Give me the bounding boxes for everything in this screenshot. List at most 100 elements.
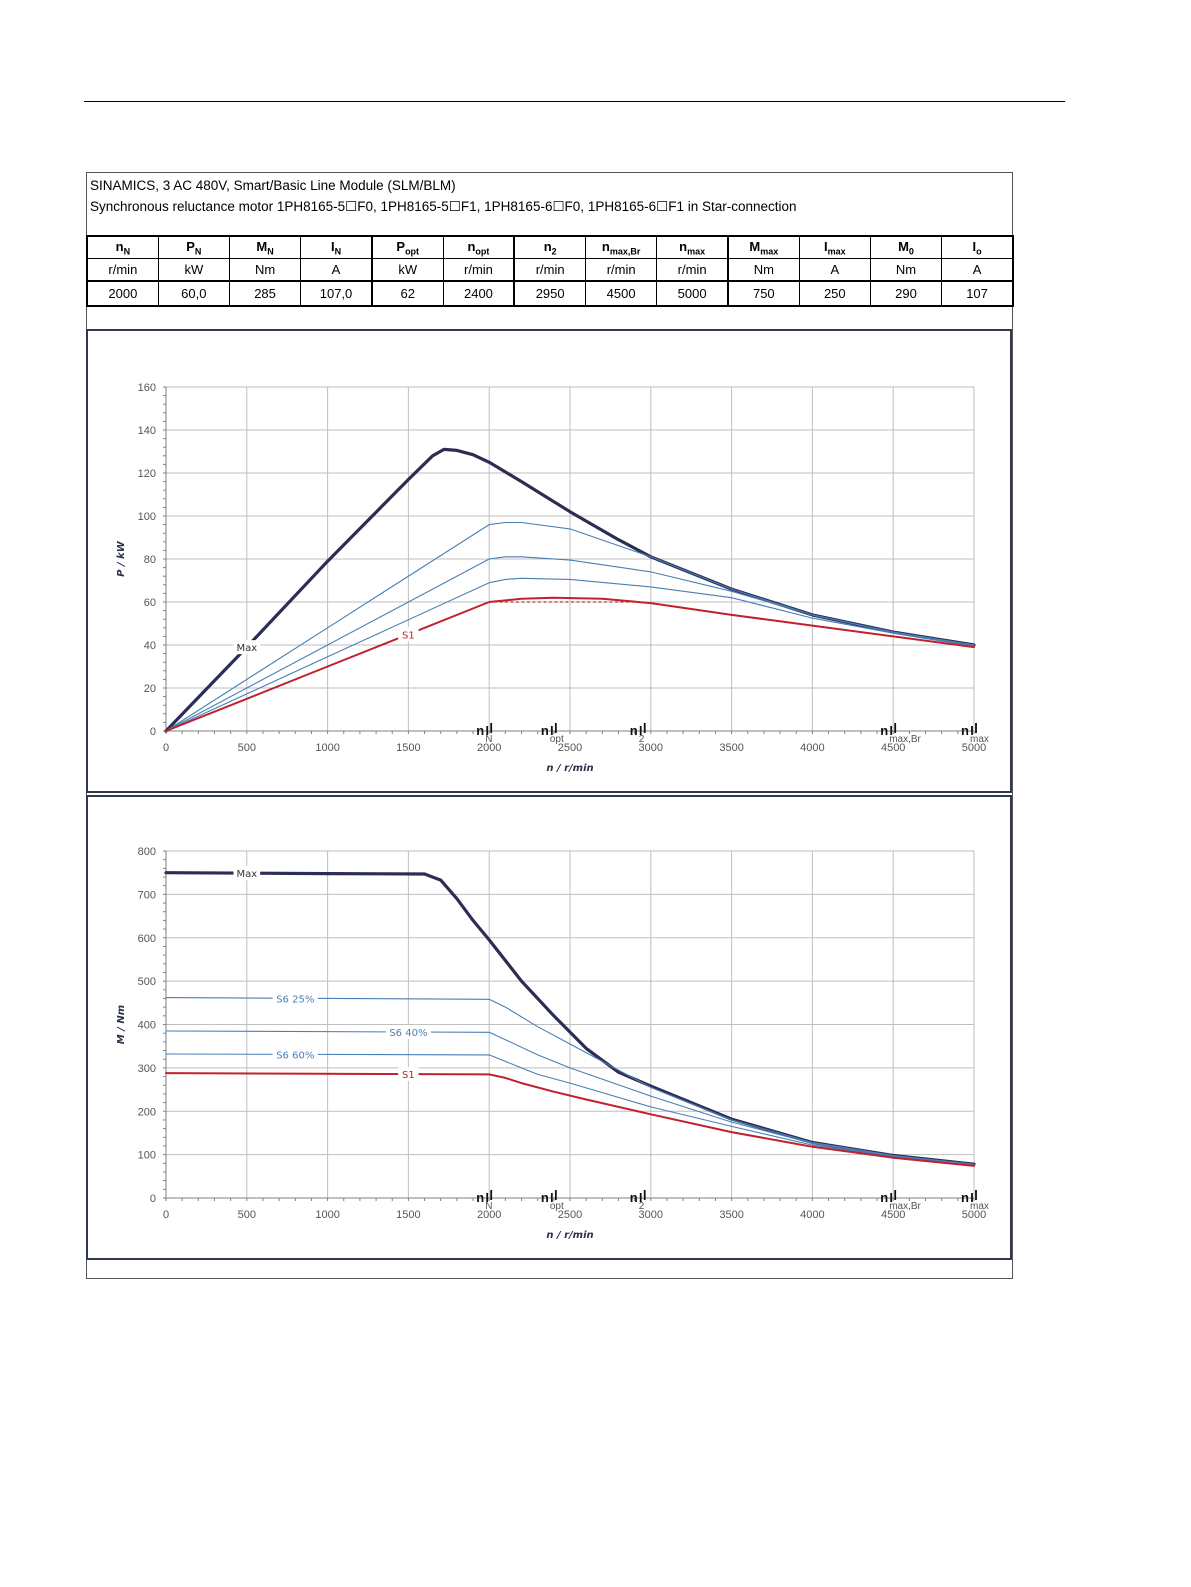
series-line-s6 — [165, 556, 975, 732]
series-label: S6 25% — [276, 994, 314, 1005]
y-tick-label: 0 — [150, 1193, 156, 1205]
param-unit: A — [941, 258, 1015, 282]
param-symbol-main: I — [972, 238, 977, 254]
param-symbol-main: n — [543, 238, 552, 254]
param-symbol-main: n — [601, 238, 610, 254]
param-value: 4500 — [585, 280, 658, 307]
param-symbol-sub: opt — [405, 246, 420, 257]
param-symbol: IN — [300, 235, 373, 259]
param-unit: Nm — [228, 258, 302, 282]
param-unit: r/min — [656, 258, 729, 282]
marker-subscript: N — [485, 1201, 492, 1212]
x-tick-label: 2500 — [558, 1209, 582, 1221]
param-symbol-sub: max — [827, 246, 846, 257]
x-tick-label: 4500 — [881, 742, 905, 754]
series-label-bg — [233, 640, 261, 655]
x-tick-label: 5000 — [962, 1209, 986, 1221]
param-symbol-sub: 0 — [908, 246, 914, 257]
x-tick-label: 1000 — [315, 1209, 339, 1221]
series-label-bg — [272, 991, 318, 1006]
param-symbol: n2 — [513, 235, 587, 259]
x-tick-label: 4500 — [881, 1209, 905, 1221]
param-symbol-main: M — [749, 238, 761, 254]
marker-symbol: n — [961, 723, 969, 738]
y-tick-label: 500 — [138, 976, 156, 988]
param-symbol: nopt — [442, 235, 515, 259]
series-label: S1 — [402, 630, 415, 641]
param-symbol: Io — [941, 235, 1015, 259]
series-label-bg — [233, 866, 261, 881]
param-symbol-sub: max,Br — [609, 246, 641, 257]
y-tick-label: 600 — [138, 933, 156, 945]
param-unit: r/min — [85, 258, 159, 282]
y-tick-label: 300 — [138, 1063, 156, 1075]
marker-subscript: max,Br — [889, 1201, 921, 1212]
y-tick-label: 160 — [138, 382, 156, 394]
param-symbol: M0 — [869, 235, 943, 259]
param-symbol-sub: max — [687, 246, 706, 257]
series-label-bg — [272, 1047, 318, 1062]
series-label-bg — [398, 1067, 419, 1082]
y-tick-label: 140 — [138, 425, 156, 437]
header-line-2: Synchronous reluctance motor 1PH8165-5☐F… — [90, 199, 797, 214]
series-label: S6 60% — [276, 1050, 314, 1061]
param-symbol: nN — [85, 235, 159, 259]
series-label: Max — [236, 643, 257, 654]
param-symbol-main: n — [679, 238, 688, 254]
param-unit: r/min — [442, 258, 515, 282]
torque-chart: 0 500 1000 1500 2000 2500 3000 3500 4000 4500 5000… — [116, 846, 989, 1241]
param-symbol-sub: N — [267, 246, 274, 257]
y-tick-label: 80 — [144, 554, 156, 566]
param-value: 750 — [726, 280, 800, 307]
params-table: nN PN MN IN Popt nopt n2 nmax,Br nmax Mmax Imax M0 I… — [85, 235, 1015, 307]
param-value: 250 — [798, 280, 871, 307]
marker-subscript: opt — [550, 734, 564, 745]
x-tick-label: 1000 — [315, 742, 339, 754]
marker-subscript: 2 — [639, 734, 645, 745]
param-symbol: nmax — [656, 235, 729, 259]
x-tick-label: 3000 — [639, 742, 663, 754]
torque-chart-box: 0 500 1000 1500 2000 2500 3000 3500 4000 4500 5000… — [86, 795, 1012, 1260]
param-symbol-main: I — [823, 238, 828, 254]
top-rule — [84, 101, 1065, 102]
x-tick-label: 2000 — [477, 1209, 501, 1221]
param-symbol-main: n — [115, 238, 124, 254]
marker-subscript: N — [485, 734, 492, 745]
param-symbol-sub: N — [334, 246, 342, 257]
marker-subscript: 2 — [639, 1201, 645, 1212]
param-value: 60,0 — [157, 280, 230, 307]
marker-symbol: n — [630, 723, 638, 738]
param-symbol-sub: opt — [475, 246, 490, 257]
x-tick-label: 5000 — [962, 742, 986, 754]
param-unit: kW — [370, 258, 444, 282]
marker-symbol: n — [541, 1190, 549, 1205]
series-label-bg — [398, 627, 419, 642]
param-unit: Nm — [869, 258, 943, 282]
y-tick-label: 40 — [144, 640, 156, 652]
series-line-s6 — [165, 1030, 975, 1166]
series-line-s6 — [165, 577, 975, 732]
y-tick-label: 120 — [138, 468, 156, 480]
param-symbol-main: P — [396, 238, 406, 254]
param-symbol-sub: N — [194, 246, 202, 257]
x-axis-label: n / r/min — [546, 763, 593, 774]
x-tick-label: 3500 — [719, 1209, 743, 1221]
x-tick-label: 2500 — [558, 742, 582, 754]
param-value: 107,0 — [300, 280, 373, 307]
y-tick-label: 700 — [138, 889, 156, 901]
x-tick-label: 3000 — [639, 1209, 663, 1221]
param-value: 62 — [370, 280, 444, 307]
param-value: 107 — [941, 280, 1015, 307]
x-axis-label: n / r/min — [546, 1230, 593, 1241]
x-tick-label: 4000 — [800, 742, 824, 754]
series-label: S1 — [402, 1070, 415, 1081]
marker-symbol: n — [961, 1190, 969, 1205]
y-tick-label: 800 — [138, 846, 156, 858]
y-tick-label: 0 — [150, 726, 156, 738]
y-axis-label: M / Nm — [116, 1005, 127, 1044]
series-line-s6 — [165, 997, 975, 1165]
param-value: 2400 — [442, 280, 515, 307]
marker-subscript: opt — [550, 1201, 564, 1212]
params-symbol-row: nN PN MN IN Popt nopt n2 nmax,Br nmax Mmax Imax M0 I… — [85, 235, 1015, 259]
